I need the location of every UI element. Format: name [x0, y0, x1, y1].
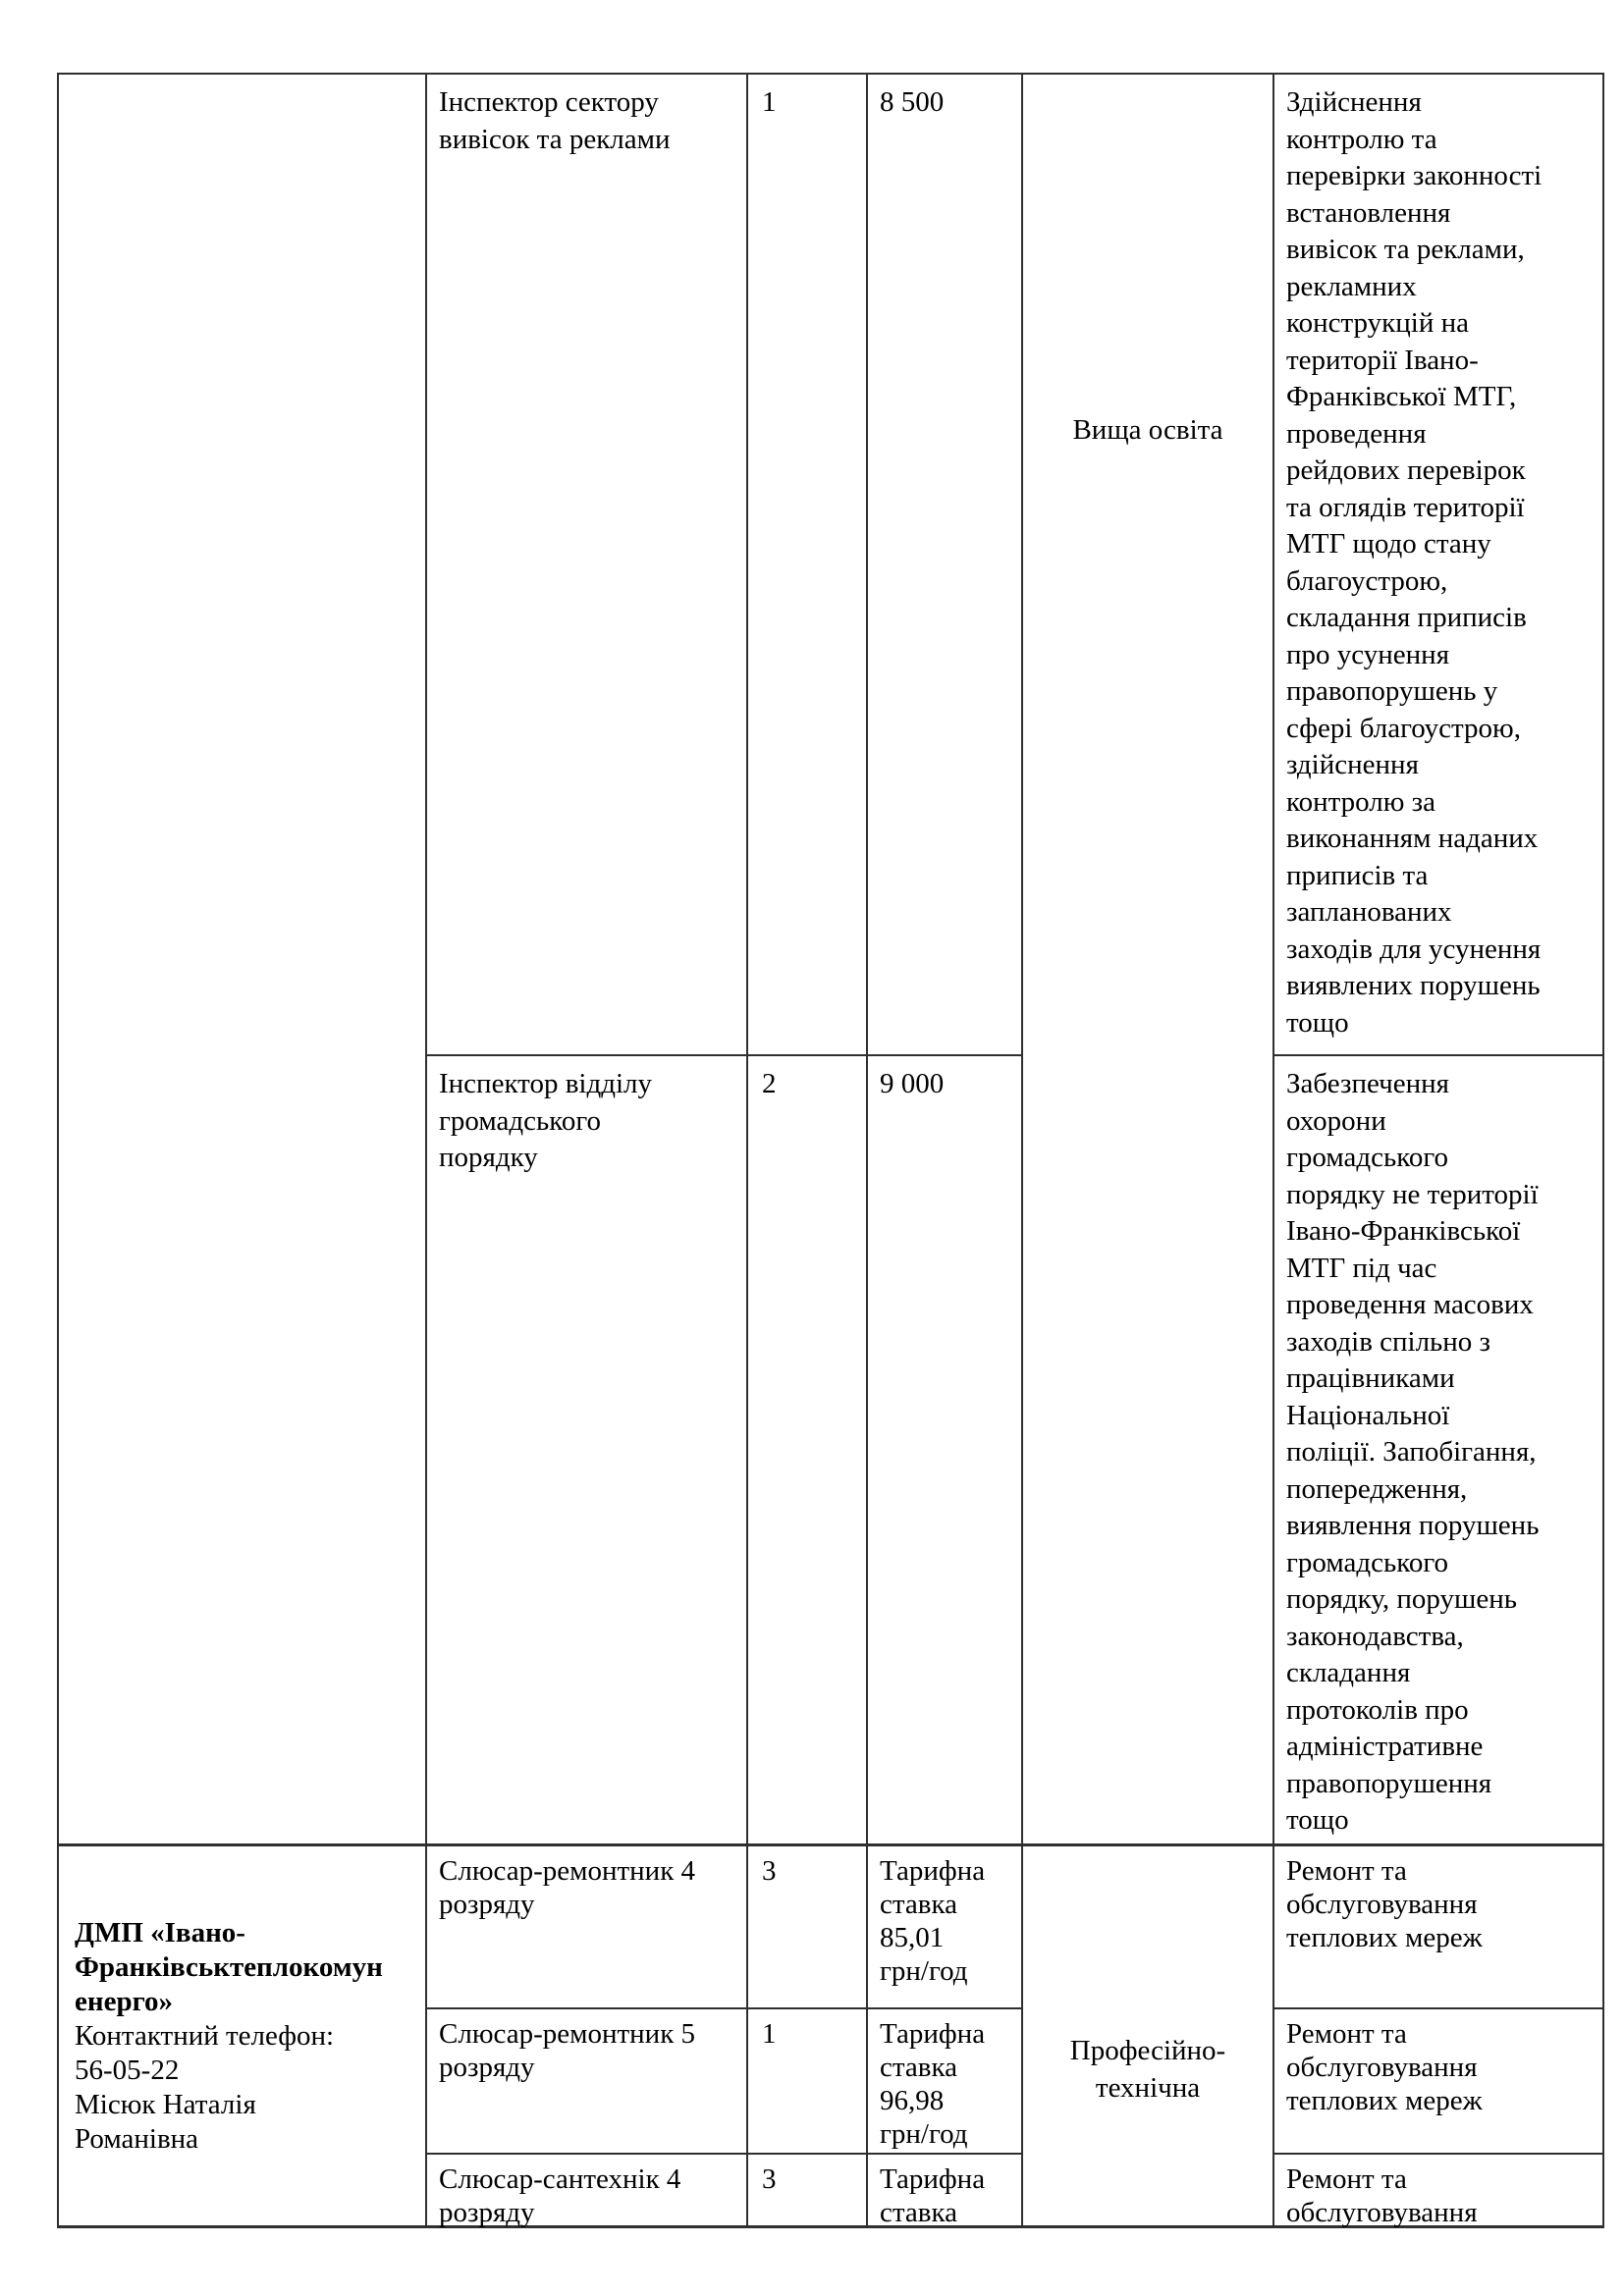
education-cell: Професійно-технічна	[1023, 1846, 1274, 2225]
duties-cell: Ремонт та обслуговування теплових мереж	[1274, 2009, 1602, 2155]
duties-cell: Здійснення контролю та перевірки законно…	[1274, 75, 1602, 1056]
salary-cell: 8 500	[868, 75, 1023, 1056]
vacancies-table: Інспектор сектору вивісок та реклами 1 8…	[57, 73, 1604, 2228]
position-cell: Слюсар-ремонтник 4 розряду	[427, 1846, 748, 2009]
education-cell: Вища освіта	[1023, 75, 1274, 1846]
salary-cell: Тарифна ставка 96,98 грн/год	[868, 2009, 1023, 2155]
position-cell: Слюсар-сантехнік 4 розряду	[427, 2155, 748, 2228]
employer-cell	[59, 75, 427, 1846]
vacancy-count-cell: 3	[748, 1846, 868, 2009]
salary-cell: 9 000	[868, 1056, 1023, 1846]
employer-name: ДМП «Івано-Франківськтеплокомуненерго»	[75, 1916, 383, 2017]
position-cell: Слюсар-ремонтник 5 розряду	[427, 2009, 748, 2155]
duties-cell: Забезпечення охорони громадського порядк…	[1274, 1056, 1602, 1846]
position-cell: Інспектор сектору вивісок та реклами	[427, 75, 748, 1056]
employer-cell: ДМП «Івано-Франківськтеплокомуненерго» К…	[59, 1846, 427, 2225]
vacancy-count-cell: 1	[748, 2009, 868, 2155]
vacancy-count-cell: 3	[748, 2155, 868, 2225]
vacancy-count-cell: 2	[748, 1056, 868, 1846]
position-cell: Інспектор відділу громадського порядку	[427, 1056, 748, 1846]
employer-contact: Контактний телефон: 56-05-22 Місюк Натал…	[75, 2019, 335, 2155]
duties-cell: Ремонт та обслуговування теплових мереж	[1274, 1846, 1602, 2009]
vacancy-count-cell: 1	[748, 75, 868, 1056]
duties-cell: Ремонт та обслуговування	[1286, 2163, 1478, 2228]
salary-cell: Тарифна ставка 85,01 грн/год	[868, 1846, 1023, 2009]
salary-cell: Тарифна ставка	[868, 2155, 1023, 2228]
